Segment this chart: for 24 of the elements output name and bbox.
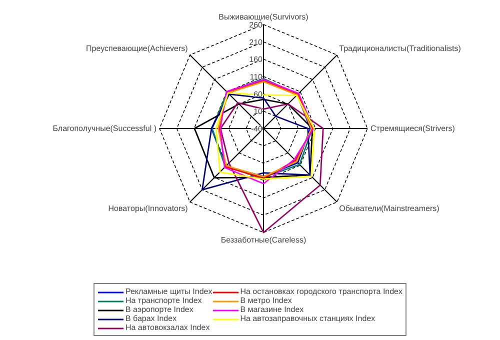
- y-tick-label: 10: [254, 107, 264, 116]
- spoke-label: Благополучные(Successful ): [52, 124, 157, 133]
- y-tick-label: -40: [250, 124, 264, 134]
- spoke-label: Выживающие(Survivors): [218, 12, 309, 22]
- y-tick-label: 160: [249, 55, 264, 64]
- legend-label: В метро Index: [240, 296, 292, 305]
- spoke-label: Обыватели(Mainstreamers): [339, 204, 440, 214]
- legend-label: На остановках городского транспорта Index: [240, 287, 403, 296]
- spoke-label: Стремящиеся(Strivers): [370, 124, 456, 133]
- legend-label: На транспорте Index: [125, 296, 202, 305]
- spoke-label: Новаторы(Innovators): [108, 204, 188, 214]
- legend-label: В магазине Index: [240, 305, 304, 314]
- spoke-label: Преуспевающие(Achievers): [86, 44, 188, 53]
- legend-label: В барах Index: [125, 314, 177, 323]
- legend-label: На автозаправочных станциях Index: [240, 314, 376, 323]
- legend-label: На автовокзалах Index: [125, 323, 210, 332]
- y-tick-label: 60: [254, 90, 264, 99]
- legend-label: В аэропорте Index: [125, 305, 194, 314]
- spoke-label: Традиционалисты(Traditionalists): [339, 44, 462, 53]
- y-tick-label: 110: [250, 72, 264, 82]
- y-tick-label: 210: [249, 38, 264, 47]
- y-tick-label: 260: [249, 20, 264, 30]
- legend-label: Рекламные щиты Index: [125, 287, 212, 296]
- spoke-label: Беззаботные(Careless): [220, 236, 306, 244]
